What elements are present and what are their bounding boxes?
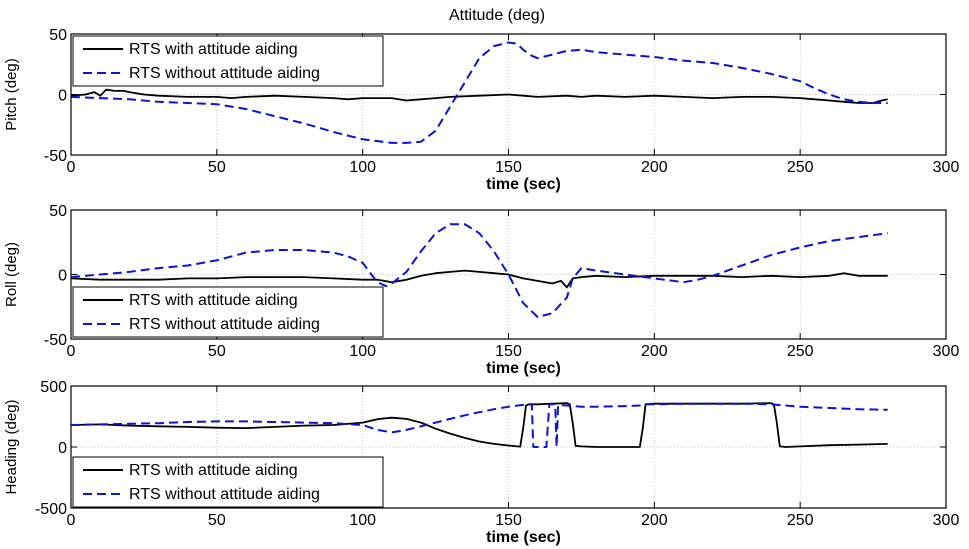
roll-legend: RTS with attitude aiding RTS without atti… (72, 286, 384, 338)
heading-ytick-label: 500 (40, 379, 67, 396)
pitch-xtick-label: 0 (67, 159, 76, 176)
heading-series-without-aiding-line (70, 402, 888, 448)
pitch-ytick-label: -50 (44, 148, 67, 165)
heading-xlabel: time (sec) (486, 529, 561, 546)
roll-xtick-label: 300 (933, 343, 960, 360)
roll-legend-box (72, 286, 384, 338)
roll-ylabel: Roll (deg) (3, 242, 20, 307)
roll-xtick-label: 0 (67, 343, 76, 360)
heading-xtick-label: 250 (787, 512, 814, 529)
heading-legend: RTS with attitude aiding RTS without atti… (72, 456, 384, 508)
roll-series-with-aiding-line (70, 269, 888, 289)
roll-ytick-label: 50 (49, 203, 67, 220)
roll-xtick-label: 50 (208, 343, 226, 360)
pitch-xtick-label: 150 (495, 159, 522, 176)
figure-title: Attitude (deg) (449, 7, 545, 24)
heading-ytick-label: 0 (58, 440, 67, 457)
roll-legend-label: RTS with attitude aiding (129, 292, 298, 309)
roll-series-without-aiding-line (70, 223, 888, 319)
pitch-legend: RTS with attitude aiding RTS without atti… (72, 35, 384, 87)
pitch-xtick-label: 100 (349, 159, 376, 176)
pitch-xlabel: time (sec) (486, 176, 561, 193)
roll-xtick-label: 100 (349, 343, 376, 360)
pitch-ylabel: Pitch (deg) (3, 58, 20, 131)
pitch-ytick-label: 50 (49, 27, 67, 44)
heading-xtick-label: 300 (933, 512, 960, 529)
pitch-xtick-label: 300 (933, 159, 960, 176)
pitch-xtick-label: 200 (641, 159, 668, 176)
pitch-legend-box (72, 35, 384, 87)
heading-ytick-label: -500 (35, 501, 67, 518)
heading-xtick-label: 150 (495, 512, 522, 529)
roll-xtick-label: 200 (641, 343, 668, 360)
pitch-series-without-aiding-line (70, 41, 888, 144)
roll-ytick-label: -50 (44, 332, 67, 349)
pitch-xtick-label: 250 (787, 159, 814, 176)
pitch-legend-label: RTS with attitude aiding (129, 41, 298, 58)
roll-xtick-label: 150 (495, 343, 522, 360)
pitch-ytick-label: 0 (58, 88, 67, 105)
heading-legend-box (72, 456, 384, 508)
roll-xtick-label: 250 (787, 343, 814, 360)
pitch-xtick-label: 50 (208, 159, 226, 176)
heading-legend-label: RTS with attitude aiding (129, 462, 298, 479)
roll-ytick-label: 0 (58, 268, 67, 285)
heading-ylabel: Heading (deg) (3, 399, 20, 494)
heading-legend-label: RTS without attitude aiding (129, 486, 320, 503)
heading-xtick-label: 200 (641, 512, 668, 529)
heading-xtick-label: 0 (67, 512, 76, 529)
heading-xtick-label: 50 (208, 512, 226, 529)
pitch-series-with-aiding-line (70, 88, 888, 104)
pitch-legend-label: RTS without attitude aiding (129, 65, 320, 82)
roll-legend-label: RTS without attitude aiding (129, 316, 320, 333)
roll-xlabel: time (sec) (486, 360, 561, 377)
heading-xtick-label: 100 (349, 512, 376, 529)
